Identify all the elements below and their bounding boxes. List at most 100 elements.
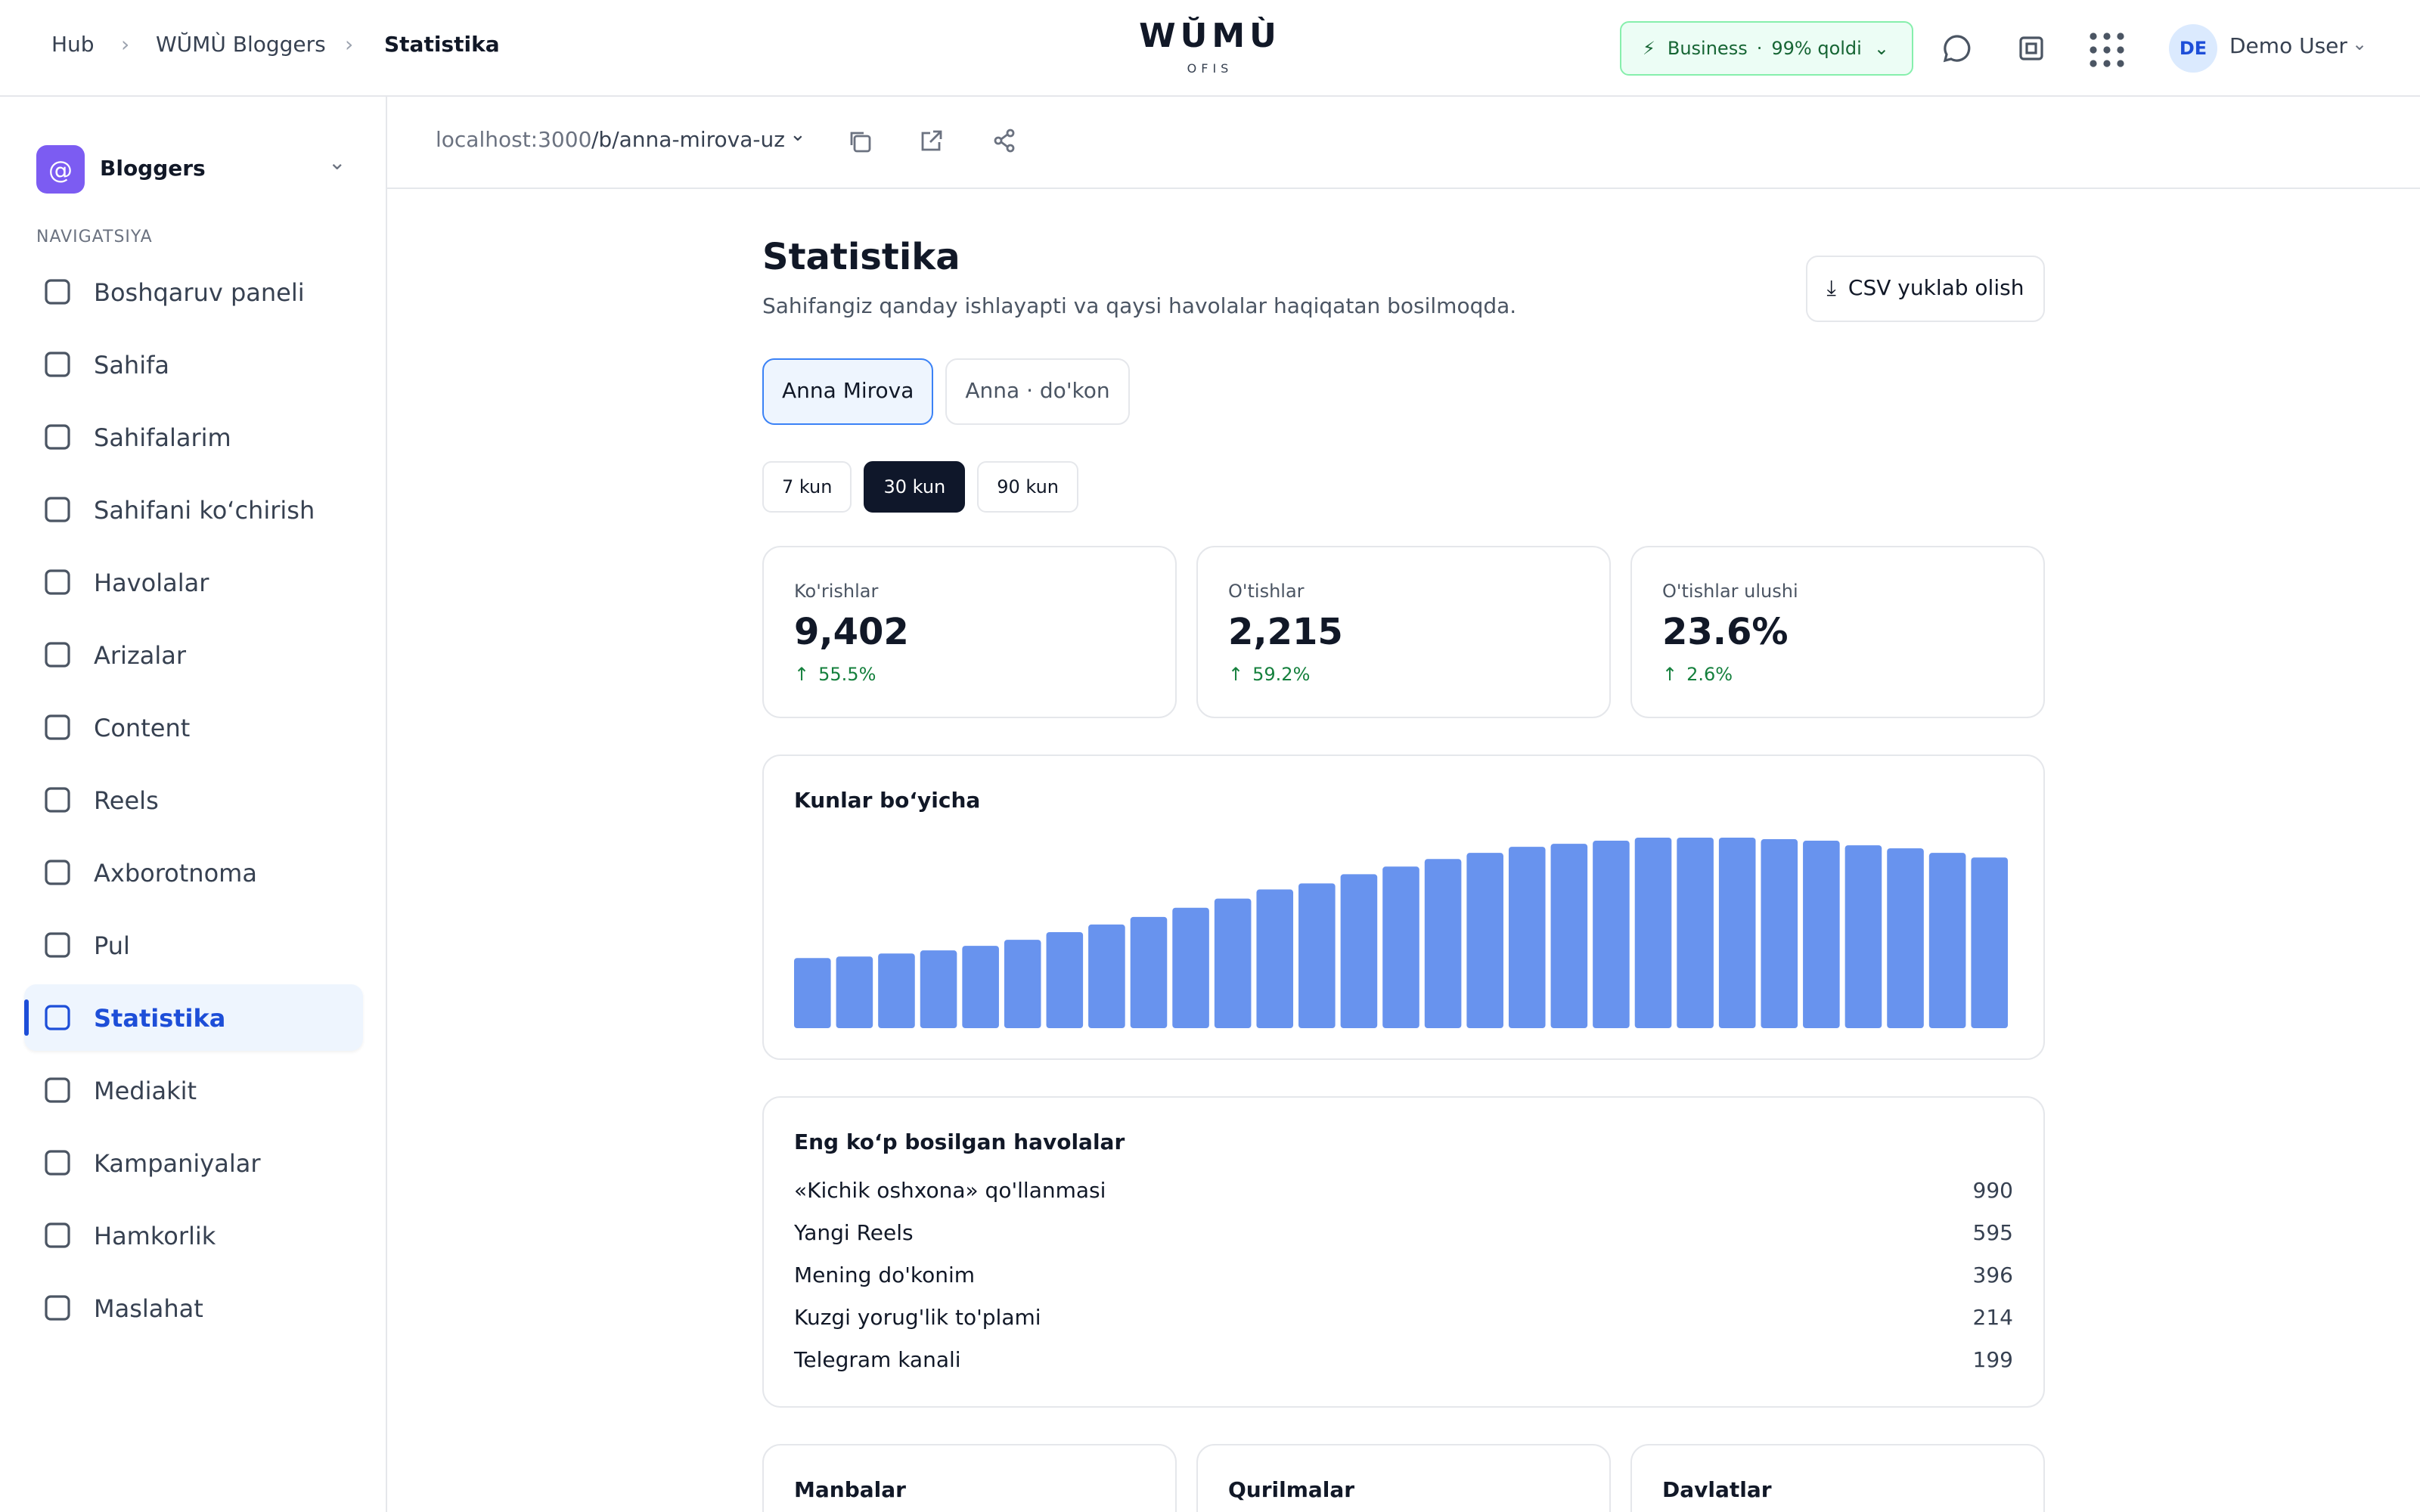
bar xyxy=(1088,924,1125,1028)
breadcrumb: Statistika xyxy=(384,33,500,57)
chart-title: Kunlar boʻyicha xyxy=(794,789,981,813)
nav-item[interactable]: Mediakit xyxy=(24,1057,363,1123)
bar xyxy=(1046,931,1084,1028)
chevron: ⌄ xyxy=(790,124,806,147)
icon-shape xyxy=(45,1295,70,1321)
link-count: 396 xyxy=(1972,1264,2013,1288)
bar xyxy=(1382,866,1419,1028)
nav-icon xyxy=(45,424,70,450)
nav-item[interactable]: Reels xyxy=(24,767,363,833)
url-path[interactable]: /b/anna-mirova-uz xyxy=(591,129,785,153)
plan-badge[interactable]: ⚡ Business · 99% qoldi ⌄ xyxy=(1620,21,1913,76)
range-tab[interactable]: 7 kun xyxy=(762,461,852,513)
nav-item[interactable]: Pul xyxy=(24,912,363,978)
apps-icon[interactable] xyxy=(2089,32,2125,68)
nav-icon xyxy=(45,787,70,813)
range-tab[interactable]: 90 kun xyxy=(977,461,1078,513)
chat-icon[interactable] xyxy=(1942,33,1972,64)
chart xyxy=(794,838,2008,1028)
logo-sub: OFIS xyxy=(1187,62,1233,76)
panel-card: Qurilmalar xyxy=(1196,1444,1611,1512)
nav-label: Statistika xyxy=(94,1003,226,1032)
copy-icon[interactable] xyxy=(847,129,871,153)
bar xyxy=(1887,848,1924,1028)
nav-label: Content xyxy=(94,713,191,742)
profile-tab[interactable]: Anna Mirova xyxy=(762,358,934,425)
link-name[interactable]: Yangi Reels xyxy=(794,1222,914,1246)
download-icon: ⤓ xyxy=(1826,277,1836,301)
section-label: NAVIGATSIYA xyxy=(36,227,153,246)
nav-icon xyxy=(45,932,70,958)
icon-shape xyxy=(45,424,70,450)
chevron: ⌄ xyxy=(1873,38,1889,59)
nav-item[interactable]: Boshqaruv paneli xyxy=(24,259,363,325)
nav-label: Sahifa xyxy=(94,350,169,379)
open-icon[interactable] xyxy=(920,129,944,153)
icon-shape xyxy=(45,1150,70,1176)
breadcrumb[interactable]: WŬMÙ Bloggers xyxy=(156,33,326,57)
nav-item[interactable]: Sahifa xyxy=(24,331,363,398)
stat-label: Ko'rishlar xyxy=(794,581,879,602)
active-indicator xyxy=(24,999,29,1036)
nav-item[interactable]: Arizalar xyxy=(24,621,363,688)
icon-shape xyxy=(45,352,70,377)
link-count: 990 xyxy=(1972,1179,2013,1204)
nav-icon xyxy=(45,714,70,740)
bar xyxy=(1424,859,1462,1028)
share-icon[interactable] xyxy=(992,129,1016,153)
link-name[interactable]: Mening do'konim xyxy=(794,1264,976,1288)
nav-item[interactable]: Axborotnoma xyxy=(24,839,363,906)
nav-label: Axborotnoma xyxy=(94,858,257,887)
nav-icon xyxy=(45,352,70,377)
nav-item[interactable]: Sahifalarim xyxy=(24,404,363,470)
nav-item[interactable]: Havolalar xyxy=(24,549,363,615)
bar xyxy=(1130,916,1168,1028)
nav-icon xyxy=(45,1077,70,1103)
bar xyxy=(1761,839,1798,1028)
nav-item[interactable]: Kampaniyalar xyxy=(24,1129,363,1196)
icon-shape xyxy=(45,714,70,740)
arrow-up: ↑ xyxy=(1228,664,1244,685)
nav-item[interactable]: Statistika xyxy=(24,984,363,1051)
main: Statistika Sahifangiz qanday ishlayapti … xyxy=(762,187,2045,1512)
avatar[interactable]: DE xyxy=(2169,24,2217,73)
change-value: 59.2% xyxy=(1252,664,1311,685)
link-name[interactable]: «Kichik oshxona» qo'llanmasi xyxy=(794,1179,1106,1204)
arrow-up: ↑ xyxy=(1662,664,1678,685)
plan: Business xyxy=(1667,38,1748,59)
bar xyxy=(1256,889,1294,1028)
stat-change: ↑ 59.2% xyxy=(1228,664,1310,685)
link-name[interactable]: Kuzgi yorug'lik to'plami xyxy=(794,1306,1041,1331)
link-name[interactable]: Telegram kanali xyxy=(794,1349,961,1373)
range-tab[interactable]: 30 kun xyxy=(864,461,966,513)
top-links-title: Eng koʻp bosilgan havolalar xyxy=(794,1131,1125,1155)
bar xyxy=(1634,838,1672,1028)
cpu-icon[interactable] xyxy=(2016,33,2046,64)
bar xyxy=(878,953,915,1028)
logo[interactable]: WŬMÙ xyxy=(1139,18,1281,56)
nav-label: Reels xyxy=(94,785,159,814)
stat-change: ↑ 55.5% xyxy=(794,664,876,685)
nav-item[interactable]: Sahifani koʻchirish xyxy=(24,476,363,543)
export-label: CSV yuklab olish xyxy=(1848,277,2024,301)
profile-tab[interactable]: Anna · do'kon xyxy=(945,358,1130,425)
nav-item[interactable]: Maslahat xyxy=(24,1275,363,1341)
panel-card: Davlatlar xyxy=(1630,1444,2045,1512)
bar xyxy=(1593,841,1630,1028)
user-name[interactable]: Demo User xyxy=(2229,35,2347,59)
bar xyxy=(920,950,957,1028)
nav-label: Boshqaruv paneli xyxy=(94,277,305,306)
bar xyxy=(1677,838,1714,1028)
breadcrumb[interactable]: Hub xyxy=(51,33,95,57)
nav-label: Kampaniyalar xyxy=(94,1148,261,1177)
stat-label: O'tishlar xyxy=(1228,581,1305,602)
icon: ⚡ xyxy=(1643,38,1655,59)
nav-item[interactable]: Content xyxy=(24,694,363,761)
stat-card: Ko'rishlar 9,402 ↑ 55.5% xyxy=(762,546,1177,718)
panel-card: Manbalar xyxy=(762,1444,1177,1512)
workspace[interactable]: Bloggers xyxy=(100,157,206,181)
nav-icon xyxy=(45,642,70,668)
nav-item[interactable]: Hamkorlik xyxy=(24,1202,363,1269)
icon-shape xyxy=(45,642,70,668)
export-button[interactable]: ⤓ CSV yuklab olish xyxy=(1806,256,2045,322)
